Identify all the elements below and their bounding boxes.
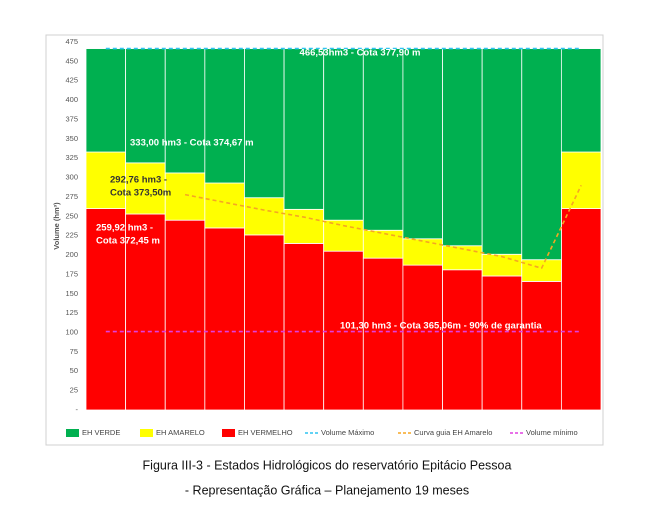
y-tick-label: 150	[65, 289, 78, 298]
legend-swatch	[66, 429, 79, 437]
y-tick-label: 200	[65, 250, 78, 259]
y-tick-label: 425	[65, 76, 78, 85]
legend-label: Volume Máximo	[321, 428, 374, 437]
bar-segment	[560, 208, 602, 411]
y-tick-label: -	[76, 405, 79, 414]
legend-label: EH VERDE	[82, 428, 120, 437]
bar-segment	[323, 250, 364, 411]
y-tick-label: 75	[70, 347, 78, 356]
bar-segment	[164, 219, 206, 411]
line-series	[184, 184, 582, 270]
bar-segment	[521, 259, 562, 282]
bar-segment	[85, 208, 127, 411]
annotation: 292,76 hm3 -	[110, 175, 167, 186]
bar-segment	[362, 48, 404, 231]
bar-segment	[204, 227, 245, 411]
bar-segment	[85, 151, 127, 209]
bar-segment	[244, 234, 285, 411]
y-tick-label: 325	[65, 153, 78, 162]
y-tick-label: 450	[65, 56, 78, 65]
bar-segment	[521, 280, 562, 411]
bar-segment	[481, 48, 523, 255]
caption: - Representação Gráfica – Planejamento 1…	[185, 483, 469, 497]
legend-label: Curva guia EH Amarelo	[414, 428, 492, 437]
y-tick-label: 400	[65, 95, 78, 104]
annotation: 259,92 hm3 -	[96, 223, 153, 234]
bar-segment	[362, 229, 404, 259]
bar-segment	[125, 213, 166, 411]
annotation: Cota 373,50m	[110, 188, 171, 199]
y-tick-label: 100	[65, 328, 78, 337]
y-tick-label: 125	[65, 308, 78, 317]
bar-segment	[481, 275, 523, 411]
y-tick-label: 250	[65, 211, 78, 220]
bar-segment	[442, 48, 483, 247]
bar-segment	[164, 48, 206, 174]
bar-segment	[244, 48, 285, 199]
bar-segment	[560, 48, 602, 153]
legend-label: EH VERMELHO	[238, 428, 293, 437]
caption: Figura III-3 - Estados Hidrológicos do r…	[143, 458, 512, 472]
bar-segment	[283, 243, 325, 411]
bar-segment	[402, 238, 443, 266]
bar-segment	[521, 48, 562, 261]
annotation: 333,00 hm3 - Cota 374,67 m	[130, 138, 254, 149]
bar-segment	[442, 269, 483, 411]
bar-segment	[362, 257, 404, 411]
y-tick-label: 375	[65, 114, 78, 123]
bar-segment	[283, 48, 325, 210]
bar-segment	[244, 197, 285, 236]
bar-segment	[481, 253, 523, 277]
y-tick-label: 300	[65, 173, 78, 182]
annotation: 466,53hm3 - Cota 377,90 m	[300, 48, 421, 59]
y-tick-label: 50	[70, 366, 78, 375]
legend-label: Volume mínimo	[526, 428, 578, 437]
y-tick-label: 475	[65, 37, 78, 46]
bar-segment	[164, 172, 206, 221]
bar-segment	[323, 48, 364, 221]
bar-segment	[560, 151, 602, 209]
legend-swatch	[222, 429, 235, 437]
annotation: 101,30 hm3 - Cota 365,06m - 90% de garan…	[340, 321, 542, 332]
y-axis-label: Volume (hm³)	[52, 202, 61, 250]
bar-segment	[204, 182, 245, 229]
y-tick-label: 25	[70, 386, 78, 395]
y-tick-label: 175	[65, 269, 78, 278]
y-tick-label: 225	[65, 231, 78, 240]
bar-segment	[125, 48, 166, 164]
bar-segment	[402, 48, 443, 240]
bar-segment	[204, 48, 245, 184]
legend-swatch	[140, 429, 153, 437]
y-tick-label: 350	[65, 134, 78, 143]
bar-segment	[85, 48, 127, 153]
legend-label: EH AMARELO	[156, 428, 205, 437]
y-tick-label: 275	[65, 192, 78, 201]
annotation: Cota 372,45 m	[96, 236, 160, 247]
bar-segment	[402, 264, 443, 411]
